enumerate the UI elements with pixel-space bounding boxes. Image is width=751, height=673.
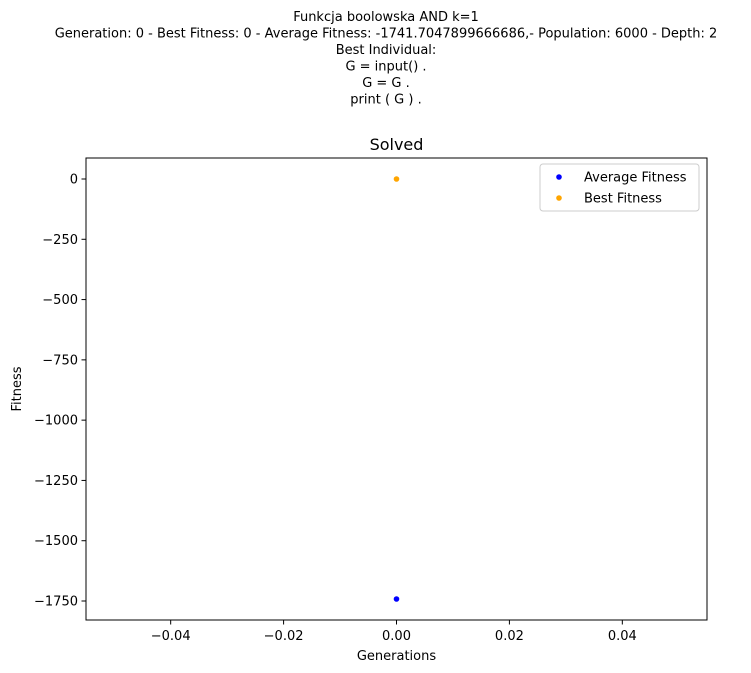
x-tick-label: 0.04 <box>608 629 637 644</box>
legend: Average Fitness Best Fitness <box>539 163 700 212</box>
suptitle-line: Generation: 0 - Best Fitness: 0 - Averag… <box>55 27 718 42</box>
y-tick-label: −250 <box>42 233 78 248</box>
legend-marker <box>556 174 562 180</box>
y-tick-label: −1750 <box>34 595 78 610</box>
x-tick-label: 0.00 <box>382 629 411 644</box>
x-axis-label: Generations <box>357 649 437 664</box>
legend-label: Average Fitness <box>584 171 687 186</box>
x-axis: −0.04 −0.02 0.00 0.02 0.04 <box>151 620 637 644</box>
plot-frame <box>85 157 708 621</box>
y-tick-label: −1000 <box>34 414 78 429</box>
suptitle-line: Best Individual: <box>336 43 437 58</box>
figure-suptitle: Funkcja boolowska AND k=1 Generation: 0 -… <box>55 10 718 108</box>
y-tick-label: −1250 <box>34 474 78 489</box>
chart-title: Solved <box>370 135 424 154</box>
x-tick-label: 0.02 <box>495 629 524 644</box>
data-points <box>393 176 400 602</box>
legend-box <box>539 163 700 212</box>
y-tick-label: −500 <box>42 293 78 308</box>
y-axis-label: Fitness <box>10 366 25 411</box>
suptitle-line: Funkcja boolowska AND k=1 <box>293 10 479 25</box>
suptitle-line: G = G . <box>362 76 410 91</box>
y-tick-label: 0 <box>70 173 78 188</box>
plot-area <box>85 157 708 621</box>
x-tick-label: −0.02 <box>264 629 304 644</box>
legend-marker <box>556 195 562 201</box>
y-tick-label: −1500 <box>34 534 78 549</box>
suptitle-line: G = input() . <box>345 60 426 75</box>
suptitle-line: print ( G ) . <box>350 93 421 108</box>
x-tick-label: −0.04 <box>151 629 191 644</box>
legend-label: Best Fitness <box>584 192 662 207</box>
data-point-best-fitness <box>393 176 400 182</box>
y-axis: 0 −250 −500 −750 −1000 −1250 −1500 −1750 <box>34 173 86 610</box>
data-point-average-fitness <box>393 596 400 602</box>
y-tick-label: −750 <box>42 353 78 368</box>
